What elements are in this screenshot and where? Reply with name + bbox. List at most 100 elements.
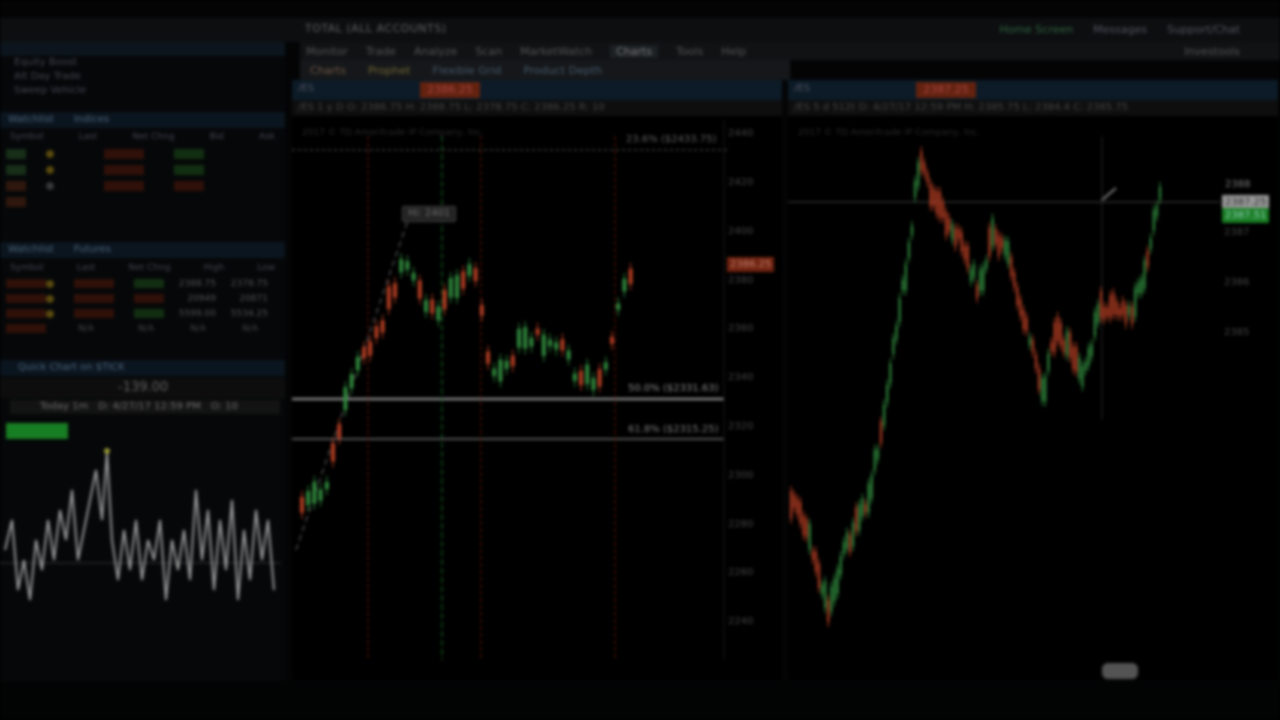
table-row[interactable]: 20949 20871 (0, 291, 285, 306)
tick-bar (1031, 339, 1034, 353)
tick-bar (870, 475, 873, 499)
watchlist2-header[interactable]: Watchlist Futures (0, 242, 285, 258)
watchlist1-header[interactable]: Watchlist Indices (0, 112, 285, 128)
tick-bar (1140, 278, 1143, 294)
tick-bar (1152, 210, 1155, 231)
table-row[interactable]: 2388.75 2378.75 (0, 276, 285, 291)
chart2-symbol[interactable]: /ES (794, 83, 811, 94)
candle (430, 299, 435, 314)
nav-investools[interactable]: Investools (1184, 44, 1240, 58)
quick-chart-open: O: 10 (210, 401, 238, 412)
tick-bar (1149, 238, 1152, 250)
nav-tools[interactable]: Tools (676, 44, 704, 58)
candle (610, 336, 614, 344)
candle (393, 283, 397, 298)
subnav-flexible-grid[interactable]: Flexible Grid (432, 63, 502, 77)
candle (541, 334, 546, 356)
nav-charts[interactable]: Charts (610, 44, 659, 58)
tick-bar (1062, 340, 1065, 353)
table-row[interactable] (0, 178, 285, 193)
nav-help[interactable]: Help (721, 44, 747, 58)
tick-bar (901, 280, 904, 291)
chart-tab-button[interactable] (1102, 663, 1138, 679)
high-cell: 2388.75 (178, 278, 216, 289)
subnav-product-depth[interactable]: Product Depth (523, 63, 603, 77)
net-chng-cell (134, 279, 164, 288)
chart2-toolbar: /ES 2387.25 (788, 80, 1278, 100)
nav-trade[interactable]: Trade (365, 44, 396, 58)
quick-chart-date: D: 4/27/17 12:59 PM (98, 401, 201, 412)
table-row[interactable] (0, 162, 285, 177)
candle (399, 259, 404, 273)
watchlist1-filter[interactable]: Indices (73, 114, 110, 125)
table-row[interactable]: N/A N/A N/A N/A (0, 321, 285, 336)
nav-analyze[interactable]: Analyze (413, 44, 458, 58)
col-symbol[interactable]: Symbol (10, 132, 44, 142)
low-cell: 2378.75 (230, 278, 268, 289)
quick-chart-badge (6, 423, 68, 439)
tick-bar (941, 201, 945, 218)
candle (616, 303, 621, 310)
tick-bar (814, 551, 817, 572)
col-high[interactable]: High (203, 263, 225, 273)
messages-link[interactable]: Messages (1093, 23, 1148, 36)
symbol-cell (6, 180, 26, 191)
nav-scan[interactable]: Scan (475, 44, 503, 58)
chart2-canvas[interactable] (788, 80, 1278, 680)
table-row[interactable] (0, 194, 285, 209)
nav-monitor[interactable]: Monitor (306, 44, 348, 58)
chart1-symbol[interactable]: /ES (298, 83, 315, 94)
tick-bar (988, 227, 991, 257)
watchlist2-filter[interactable]: Futures (73, 244, 111, 255)
account-row: Alt Day Trade (14, 71, 82, 82)
tick-chart-panel[interactable]: /ES 2387.25 /ES 5 d 512t D: 4/27/17 12:5… (788, 80, 1278, 680)
subnav-charts[interactable]: Charts (310, 63, 346, 77)
support-link[interactable]: Support/Chat (1167, 23, 1240, 36)
tick-bar (969, 269, 972, 282)
account-selector[interactable]: TOTAL (ALL ACCOUNTS) (305, 22, 447, 35)
table-row[interactable] (0, 146, 285, 161)
tick-bar (982, 267, 985, 291)
last-cell (104, 148, 144, 159)
tick-bar (1084, 361, 1087, 371)
daily-chart-panel[interactable]: /ES 2386.25 /ES 1 y D O: 2386.75 H: 2388… (292, 80, 782, 680)
subnav-prophet[interactable]: Prophet (367, 63, 411, 77)
tick-bar (923, 162, 926, 175)
col-low[interactable]: Low (257, 263, 275, 273)
col-ask[interactable]: Ask (258, 132, 275, 142)
tick-bar (1072, 347, 1075, 370)
candle (380, 320, 385, 333)
candle (517, 328, 521, 348)
candle (486, 351, 490, 364)
high-flag: Hi: 2401 (402, 206, 457, 222)
candle (523, 327, 528, 349)
col-net-chng[interactable]: Net Chng (128, 263, 171, 273)
watchlist1-title: Watchlist (8, 114, 54, 125)
tick-bar (985, 259, 988, 269)
col-net-chng[interactable]: Net Chng (132, 132, 175, 142)
col-last[interactable]: Last (76, 263, 96, 273)
candle (529, 337, 534, 347)
chart1-canvas[interactable] (292, 80, 782, 680)
col-bid[interactable]: Bid (209, 132, 224, 142)
home-screen-link[interactable]: Home Screen (999, 23, 1074, 36)
nav-marketwatch[interactable]: MarketWatch (520, 44, 593, 58)
candle (467, 264, 472, 276)
col-symbol[interactable]: Symbol (10, 263, 44, 273)
tick-bar (1000, 238, 1003, 249)
tick-bar (1028, 336, 1031, 346)
tick-bar (1034, 354, 1038, 369)
chart2-copyright: 2017 © TD Ameritrade IP Company, Inc. (798, 128, 981, 138)
quick-chart-title[interactable]: Quick Chart on $TICK (0, 360, 285, 376)
y-tick: 2300 (728, 470, 754, 481)
tick-bar (997, 235, 1000, 257)
tick-bar (1118, 308, 1121, 317)
table-row[interactable]: 5599.00 5534.25 (0, 306, 285, 321)
account-row: Equity Boost (14, 57, 78, 68)
candle (591, 377, 596, 391)
col-last[interactable]: Last (78, 132, 98, 142)
candle (510, 355, 515, 367)
tick-bar (852, 522, 855, 547)
watchlist1-columns: Symbol Last Net Chng Bid Ask (0, 132, 285, 145)
tick-bar (938, 191, 941, 218)
